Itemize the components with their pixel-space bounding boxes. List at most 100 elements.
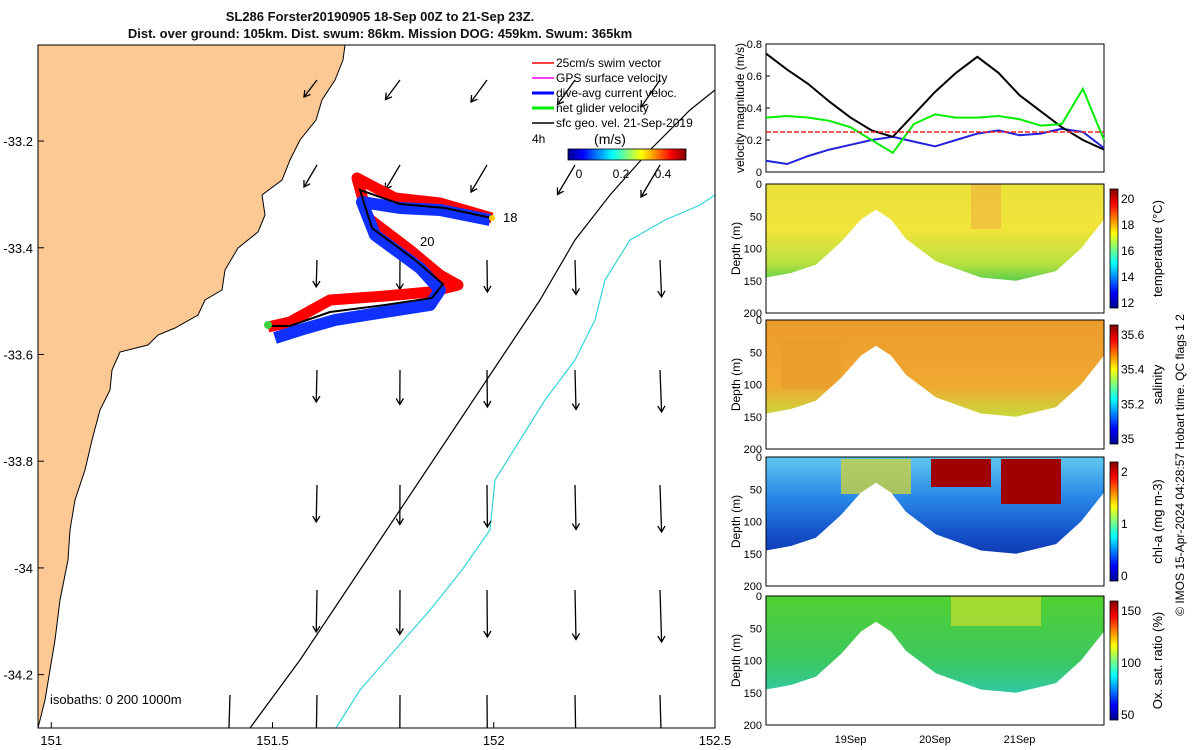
map-ytick-label: -33.2 [3,134,33,149]
section-temperature: 0 50 100 150 200 Depth (m) 12 14 16 18 20 temperatu… [729,179,1165,320]
depth-tick: 0 [756,315,762,327]
legend-gps: GPS surface velocity [556,71,667,85]
colorbar-tick-0: 0 [576,167,583,181]
geo-arrow [574,694,577,728]
section-chla: 0 50 100 150 200 Depth (m) 0 1 2 chl-a (mg m-3) [729,452,1165,593]
depth-tick: 0 [756,452,762,464]
colorbar-tick: 35.4 [1121,363,1145,377]
geo-arrow [657,484,666,534]
geo-arrow [395,589,404,636]
geo-arrow [486,694,488,728]
section-frame [765,595,1105,726]
geo-arrow [657,589,666,644]
colorbar-salinity [1109,324,1119,445]
surface-geostrophic-arrows [228,79,666,728]
geo-arrow [395,484,404,526]
depth-tick: 100 [744,517,762,529]
colorbar-tick: 35.2 [1121,397,1145,411]
colorbar-tick: 2 [1121,465,1128,479]
geo-arrow [571,484,581,531]
geo-arrow [571,589,581,641]
land [38,45,346,728]
depth-tick: 150 [744,276,762,288]
date-tick: 20Sep [919,734,951,746]
geo-arrow [395,369,404,406]
colorbar-tick: 100 [1121,656,1141,670]
velocity-ytick: 0.2 [747,135,762,147]
colorbar-tick: 35 [1121,432,1135,446]
map-frame [37,44,716,729]
track-label-20: 20 [420,234,434,249]
velocity-axis: 0 0.2 0.4 0.6 0.8 [747,39,770,179]
legend-swim: 25cm/s swim vector [556,56,661,70]
depth-label: Depth (m) [729,358,743,411]
colorbar-temperature [1109,188,1119,309]
depth-tick: 0 [756,179,762,191]
depth-tick: 150 [744,688,762,700]
colorbar-unit: (m/s) [594,131,626,147]
velocity-ytick: 0.8 [747,39,762,51]
geo-arrow [312,589,321,634]
depth-tick: 50 [750,484,762,496]
colorbar-tick: 0 [1121,569,1128,583]
map-ytick-label: -34.2 [3,668,33,683]
date-tick: 21Sep [1004,734,1036,746]
colorbar-tick-02: 0.2 [613,167,630,181]
legend-current: dive-avg current veloc. [556,86,677,100]
legend-net: net glider velocity [556,101,649,115]
geo-arrow [659,694,662,728]
isobath-200 [249,89,715,728]
depth-tick: 50 [750,211,762,223]
date-tick: 19Sep [835,734,867,746]
depth-tick: 200 [744,720,762,732]
map-ytick-label: -34 [14,561,33,576]
map-ytick-label: -33.8 [3,454,33,469]
depth-tick: 200 [744,581,762,593]
geo-arrow [395,259,405,291]
geo-arrow [315,694,318,728]
section-frame [765,319,1105,450]
depth-tick: 100 [744,656,762,668]
isobath-label: isobaths: 0 200 1000m [50,692,182,707]
geo-arrow [312,369,321,404]
velocity-series-geo [765,52,1105,151]
geo-arrow [470,79,488,104]
geo-arrow [228,694,231,728]
colorbar-label-temperature: temperature (°C) [1150,200,1165,297]
geo-arrow [556,79,576,106]
geo-arrow [470,164,488,194]
geo-arrow [303,164,318,189]
map-colorbar [567,148,687,161]
velocity-panel: 0 0.2 0.4 0.6 0.8 velocity magnitude (m/s) [733,39,1105,179]
track-line [268,188,493,327]
map-xtick-label: 151 [40,733,62,748]
geo-arrow [640,79,661,109]
legend-4h: 4h [532,132,545,146]
velocity-ytick: 0 [756,167,762,179]
colorbar-tick: 50 [1121,708,1135,722]
map-axes: 151 151.5 152 152.5 -33.2 -33.4 -33.6 -33.8 -34 -… [3,134,731,748]
track-label-18: 18 [503,210,517,225]
section-frame [765,183,1105,314]
map-legend: 25cm/s swim vector GPS surface velocity … [532,56,693,181]
geo-arrow [657,369,666,414]
geo-arrow [312,259,321,289]
geo-arrow [640,164,661,199]
velocity-ytick: 0.6 [747,71,762,83]
colorbar-tick: 150 [1121,604,1141,618]
colorbar-tick: 18 [1121,218,1135,232]
depth-tick: 0 [756,591,762,603]
section-oxygen: 0 50 100 150 200 Depth (m) 50 100 150 Ox. sat. ra… [729,591,1165,732]
track-start [264,321,272,329]
depth-label: Depth (m) [729,222,743,275]
depth-label: Depth (m) [729,495,743,548]
geo-arrow [384,164,401,191]
geo-arrow [571,369,581,411]
isobath-1000 [335,194,715,728]
geo-arrow [483,259,492,294]
depth-tick: 200 [744,444,762,456]
chla-bloom [931,459,991,487]
track-end [489,215,495,221]
colorbar-oxygen [1109,600,1119,721]
